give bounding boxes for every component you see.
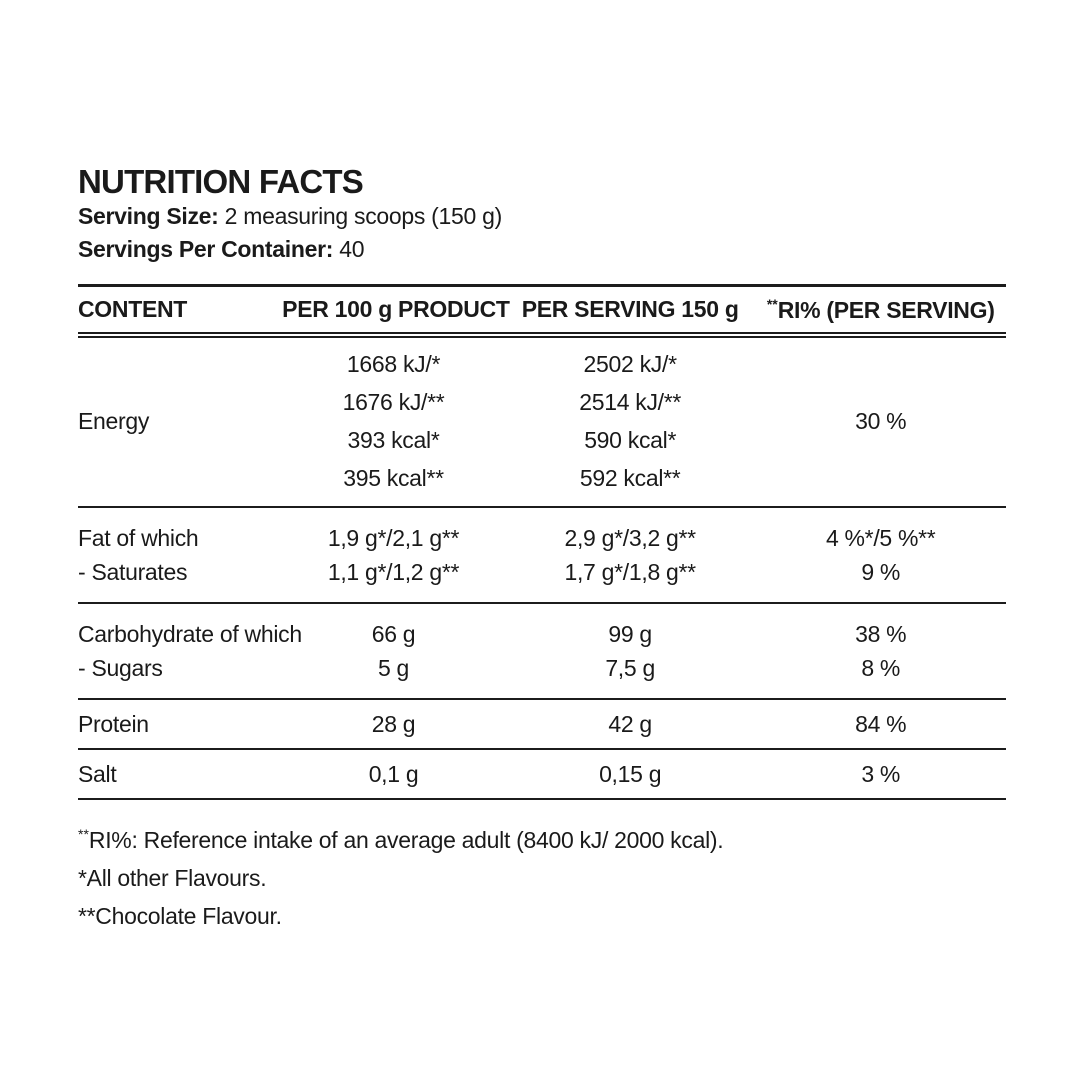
energy-value-line: 1676 kJ/** bbox=[342, 389, 445, 415]
saturates-per-serving: 1,7 g*/1,8 g** bbox=[564, 559, 696, 585]
table-rule-energy-bottom bbox=[78, 506, 1006, 508]
protein-per-serving: 42 g bbox=[608, 710, 652, 737]
energy-value-line: 2514 kJ/** bbox=[579, 389, 682, 415]
sugars-ri: 8 % bbox=[861, 655, 901, 681]
table-rule-carbohydrate-bottom bbox=[78, 698, 1006, 700]
energy-value-line: 2502 kJ/* bbox=[583, 351, 678, 377]
serving-size-value: 2 measuring scoops (150 g) bbox=[224, 203, 503, 229]
table-rule-fat-bottom bbox=[78, 602, 1006, 604]
energy-value-line: 1668 kJ/* bbox=[346, 351, 441, 377]
saturates-per-100g: 1,1 g*/1,2 g** bbox=[327, 559, 460, 585]
salt-per-100g: 0,1 g bbox=[368, 760, 419, 787]
carbohydrate-ri-values: 38 % 8 % bbox=[755, 617, 1006, 685]
footnote-ri-text: RI%: Reference intake of an average adul… bbox=[88, 827, 724, 853]
fat-per-100g: 1,9 g*/2,1 g** bbox=[327, 525, 460, 551]
salt-per-serving: 0,15 g bbox=[599, 760, 662, 787]
salt-row: Salt 0,1 g 0,15 g 3 % bbox=[78, 750, 1006, 798]
salt-label: Salt bbox=[78, 760, 117, 787]
fat-labels: Fat of which - Saturates bbox=[78, 521, 282, 589]
fat-per-100g-values: 1,9 g*/2,1 g** 1,1 g*/1,2 g** bbox=[282, 521, 505, 589]
energy-row: Energy 1668 kJ/* 1676 kJ/** 393 kcal* 39… bbox=[78, 338, 1006, 506]
servings-per-container-value: 40 bbox=[339, 236, 365, 262]
energy-value-line: 592 kcal** bbox=[579, 465, 681, 491]
energy-per-serving-values: 2502 kJ/* 2514 kJ/** 590 kcal* 592 kcal*… bbox=[505, 345, 756, 497]
nutrition-table: CONTENT PER 100 g PRODUCT PER SERVING 15… bbox=[78, 284, 1006, 800]
carbohydrate-section-row: Carbohydrate of which - Sugars 66 g 5 g … bbox=[78, 604, 1006, 698]
protein-ri: 84 % bbox=[855, 710, 907, 737]
energy-label: Energy bbox=[78, 407, 150, 434]
table-rule-top bbox=[78, 284, 1006, 287]
ri-superscript-asterisks: ** bbox=[766, 295, 778, 312]
energy-value-line: 393 kcal* bbox=[347, 427, 440, 453]
carbohydrate-per-serving: 99 g bbox=[608, 621, 652, 647]
energy-ri-value: 30 % bbox=[855, 407, 907, 434]
energy-value-line: 590 kcal* bbox=[584, 427, 677, 453]
servings-per-container-label: Servings Per Container: bbox=[78, 236, 334, 262]
header-ri: **RI% (PER SERVING) bbox=[755, 296, 1006, 324]
footnotes: **RI%: Reference intake of an average ad… bbox=[78, 815, 1006, 935]
protein-per-100g: 28 g bbox=[371, 710, 416, 737]
salt-ri: 3 % bbox=[861, 760, 901, 787]
footnote-all-flavours: *All other Flavours. bbox=[78, 865, 267, 891]
sugars-per-serving: 7,5 g bbox=[605, 655, 655, 681]
sugars-label: - Sugars bbox=[78, 655, 163, 681]
footnote-ri: **RI%: Reference intake of an average ad… bbox=[78, 815, 1006, 859]
table-header-row: CONTENT PER 100 g PRODUCT PER SERVING 15… bbox=[78, 287, 1006, 332]
header-per-serving: PER SERVING 150 g bbox=[521, 296, 739, 322]
serving-size-label: Serving Size: bbox=[78, 203, 219, 229]
fat-ri-values: 4 %*/5 %** 9 % bbox=[755, 521, 1006, 589]
fat-label: Fat of which bbox=[78, 525, 199, 551]
footnote-ri-superscript-asterisks: ** bbox=[78, 826, 89, 842]
header-content: CONTENT bbox=[78, 296, 188, 322]
protein-label: Protein bbox=[78, 710, 149, 737]
label-content: NUTRITION FACTS Serving Size: 2 measurin… bbox=[78, 164, 1006, 935]
carbohydrate-per-100g: 66 g bbox=[371, 621, 416, 647]
carbohydrate-labels: Carbohydrate of which - Sugars bbox=[78, 617, 302, 685]
carbohydrate-per-100g-values: 66 g 5 g bbox=[282, 617, 505, 685]
fat-ri: 4 %*/5 %** bbox=[825, 525, 936, 551]
carbohydrate-per-serving-values: 99 g 7,5 g bbox=[505, 617, 756, 685]
carbohydrate-ri: 38 % bbox=[855, 621, 907, 647]
sugars-per-100g: 5 g bbox=[377, 655, 410, 681]
serving-size-line: Serving Size: 2 measuring scoops (150 g) bbox=[78, 200, 1006, 233]
table-rule-protein-bottom bbox=[78, 748, 1006, 750]
saturates-ri: 9 % bbox=[861, 559, 901, 585]
fat-per-serving: 2,9 g*/3,2 g** bbox=[564, 525, 696, 551]
footnote-chocolate-flavour: **Chocolate Flavour. bbox=[78, 903, 282, 929]
protein-row: Protein 28 g 42 g 84 % bbox=[78, 700, 1006, 748]
header-ri-label: RI% (PER SERVING) bbox=[777, 296, 995, 323]
fat-per-serving-values: 2,9 g*/3,2 g** 1,7 g*/1,8 g** bbox=[505, 521, 756, 589]
header-per-100g: PER 100 g PRODUCT bbox=[282, 296, 510, 322]
page-title: NUTRITION FACTS bbox=[78, 163, 364, 200]
table-rule-bottom bbox=[78, 798, 1006, 800]
energy-value-line: 395 kcal** bbox=[343, 465, 444, 491]
table-rule-header-bottom bbox=[78, 332, 1006, 338]
saturates-label: - Saturates bbox=[78, 559, 188, 585]
fat-section-row: Fat of which - Saturates 1,9 g*/2,1 g** … bbox=[78, 508, 1006, 602]
servings-per-container-line: Servings Per Container: 40 bbox=[78, 233, 1006, 266]
carbohydrate-label: Carbohydrate of which bbox=[78, 621, 302, 647]
energy-per-100g-values: 1668 kJ/* 1676 kJ/** 393 kcal* 395 kcal*… bbox=[282, 345, 505, 497]
